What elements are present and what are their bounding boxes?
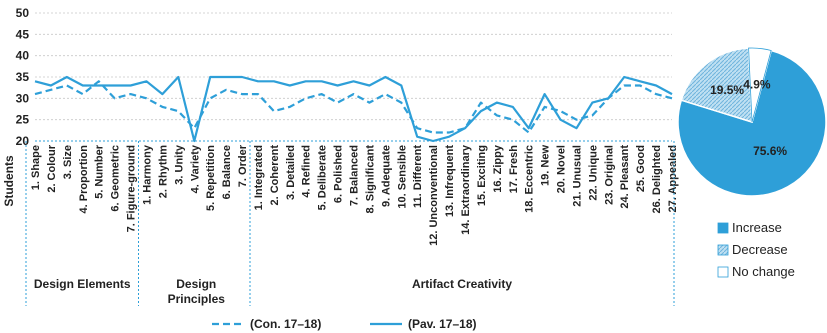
x-tick-label: 7. Order — [237, 144, 249, 187]
group-label: Artifact Creativity — [412, 277, 512, 291]
y-tick-label: 20 — [16, 134, 30, 148]
x-tick-label: 17. Fresh — [508, 145, 520, 194]
pie-slice-label: 19.5% — [710, 83, 744, 97]
x-axis: 1. Shape 2. Colour 3. Size 4. Proportion 5. … — [30, 144, 679, 246]
legend-swatch — [717, 222, 729, 234]
pie-labels: 75.6% 19.5% 4.9% — [710, 77, 787, 158]
x-tick-label: 21. Unusual — [571, 145, 583, 207]
gridlines — [35, 12, 672, 142]
y-axis: 20 25 30 35 40 45 50 — [16, 6, 30, 148]
x-tick-label: 1. Integrated — [253, 145, 265, 210]
x-tick-label: 4. Refined — [301, 145, 313, 198]
pie-slice-label: 75.6% — [753, 144, 787, 158]
x-tick-label: 6. Geometric — [110, 145, 122, 212]
x-tick-label: 1. Harmony — [141, 144, 153, 205]
x-tick-label: 3. Size — [62, 145, 74, 179]
legend-label: (Pav. 17–18) — [408, 317, 477, 331]
group-label: Design Elements — [34, 277, 131, 291]
x-tick-label: 22. Unique — [587, 145, 599, 201]
x-tick-label: 13. Infrequent — [444, 145, 456, 217]
x-tick-label: 7. Balanced — [349, 145, 361, 206]
y-tick-label: 35 — [16, 70, 30, 84]
x-tick-label: 4. Proportion — [78, 145, 90, 214]
x-tick-label: 6. Balance — [221, 145, 233, 199]
x-tick-label: 12. Unconventional — [428, 145, 440, 246]
series-lines — [34, 75, 673, 143]
line-chart: 20 25 30 35 40 45 50 Students 1. Shape 2. Colou… — [2, 6, 679, 331]
x-tick-label: 15. Exciting — [476, 145, 488, 206]
x-tick-label: 24. Pleasant — [619, 145, 631, 209]
x-tick-label: 23. Original — [603, 145, 615, 205]
x-tick-label: 2. Coherent — [269, 145, 281, 206]
x-tick-label: 1. Shape — [30, 145, 42, 190]
legend-label: (Con. 17–18) — [250, 317, 321, 331]
series-line — [34, 80, 673, 134]
x-tick-label: 20. Novel — [556, 145, 568, 193]
y-tick-label: 30 — [16, 91, 30, 105]
pie-slices — [677, 47, 827, 197]
pie-slice — [680, 47, 753, 124]
x-tick-label: 18. Eccentric — [524, 145, 536, 213]
pie-slice-outline — [748, 47, 772, 123]
x-tick-label: 8. Significant — [364, 145, 376, 214]
line-legend: (Con. 17–18) (Pav. 17–18) — [212, 317, 477, 331]
x-tick-label: 26. Delighted — [651, 145, 663, 213]
x-tick-label: 5. Deliberate — [317, 145, 329, 210]
x-tick-label: 19. New — [540, 145, 552, 186]
y-axis-label: Students — [2, 155, 16, 207]
x-tick-label: 6. Polished — [333, 145, 345, 203]
legend-swatch — [717, 244, 729, 256]
legend-label: Decrease — [732, 242, 788, 257]
x-tick-label: 10. Sensible — [396, 145, 408, 209]
series-line — [34, 75, 673, 143]
legend-swatch — [717, 266, 729, 278]
y-tick-label: 40 — [16, 49, 30, 63]
x-tick-label: 5. Number — [94, 144, 106, 199]
x-tick-label: 14. Extraordinary — [460, 144, 472, 235]
x-tick-label: 2. Colour — [46, 144, 58, 192]
x-tick-label: 9. Adequate — [380, 145, 392, 207]
x-tick-label: 2. Rhythm — [157, 145, 169, 198]
x-tick-label: 3. Unity — [173, 144, 185, 185]
x-tick-label: 3. Detailed — [285, 145, 297, 200]
x-tick-label: 7. Figure-ground — [126, 145, 138, 232]
group-label: Principles — [168, 292, 226, 306]
pie-slice-label: 4.9% — [743, 77, 771, 91]
x-tick-label: 4. Variety — [189, 144, 201, 193]
y-tick-label: 45 — [16, 27, 30, 41]
y-tick-label: 25 — [16, 113, 30, 127]
legend-label: No change — [732, 264, 795, 279]
y-tick-label: 50 — [16, 6, 30, 20]
pie-chart: 75.6% 19.5% 4.9% Increase Decrease No change — [677, 47, 827, 279]
x-tick-label: 25. Good — [635, 145, 647, 192]
pie-legend: Increase Decrease No change — [717, 220, 795, 279]
pie-slice — [677, 49, 827, 197]
x-tick-label: 11. Different — [412, 145, 424, 208]
x-tick-label: 27. Appealed — [667, 145, 679, 212]
x-tick-label: 16. Zippy — [492, 144, 504, 193]
x-tick-label: 5. Repetition — [205, 145, 217, 211]
group-label: Design — [176, 277, 216, 291]
legend-label: Increase — [732, 220, 782, 235]
